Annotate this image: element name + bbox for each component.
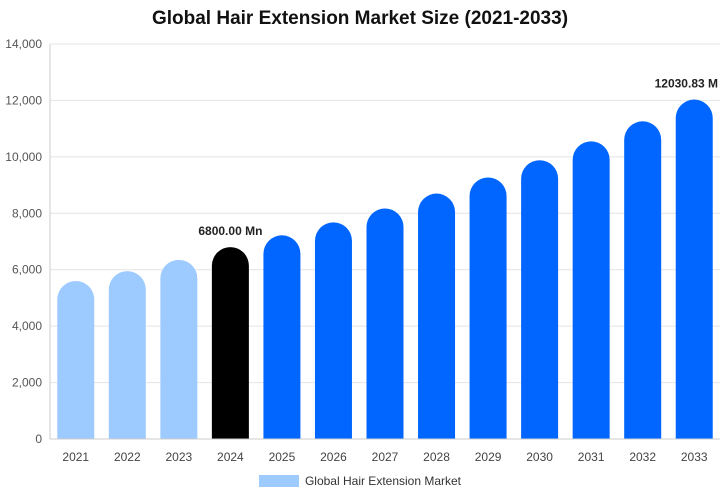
bar-2033 [675, 99, 713, 440]
x-tick-label: 2032 [629, 450, 656, 464]
x-tick-label: 2023 [165, 450, 192, 464]
x-tick-label: 2031 [578, 450, 605, 464]
data-label-2024: 6800.00 Mn [198, 224, 262, 238]
y-tick-label: 6,000 [12, 263, 42, 277]
y-tick-label: 2,000 [12, 376, 42, 390]
bar-2032 [624, 121, 662, 439]
bar-2029 [469, 177, 507, 440]
bar-2028 [418, 193, 456, 439]
bar-2026 [314, 222, 352, 439]
x-axis: 2021 2022 2023 2024 2025 2026 2027 2028 2029 2030… [50, 438, 720, 464]
bar-2027 [366, 208, 404, 439]
y-tick-label: 0 [35, 432, 42, 446]
bar-2031 [572, 141, 610, 439]
bar-2022 [108, 271, 146, 439]
x-tick-label: 2028 [423, 450, 450, 464]
y-tick-label: 10,000 [5, 150, 42, 164]
y-axis: 0 2,000 4,000 6,000 8,000 10,000 12,000 14,000 [5, 37, 51, 446]
y-tick-label: 8,000 [12, 206, 42, 220]
legend: Global Hair Extension Market [0, 474, 720, 488]
x-tick-label: 2030 [526, 450, 553, 464]
x-tick-label: 2024 [217, 450, 244, 464]
x-tick-label: 2021 [62, 450, 89, 464]
chart-title: Global Hair Extension Market Size (2021-… [151, 8, 569, 29]
bars [57, 99, 713, 440]
x-tick-label: 2022 [114, 450, 141, 464]
bar-2023 [160, 259, 198, 439]
x-tick-label: 2033 [681, 450, 708, 464]
y-tick-label: 12,000 [5, 93, 42, 107]
legend-label: Global Hair Extension Market [304, 474, 462, 488]
y-tick-label: 4,000 [12, 319, 42, 333]
annotations: 6800.00 Mn 12030.83 M [198, 77, 718, 239]
x-tick-label: 2026 [320, 450, 347, 464]
data-label-2033: 12030.83 M [655, 77, 718, 91]
bar-2024 [211, 247, 249, 439]
bar-2025 [263, 235, 301, 439]
bar-2021 [57, 281, 95, 439]
x-tick-label: 2027 [372, 450, 399, 464]
y-tick-label: 14,000 [5, 37, 42, 51]
bar-2030 [521, 160, 559, 439]
x-tick-label: 2025 [269, 450, 296, 464]
x-tick-label: 2029 [475, 450, 502, 464]
legend-swatch [258, 475, 299, 487]
